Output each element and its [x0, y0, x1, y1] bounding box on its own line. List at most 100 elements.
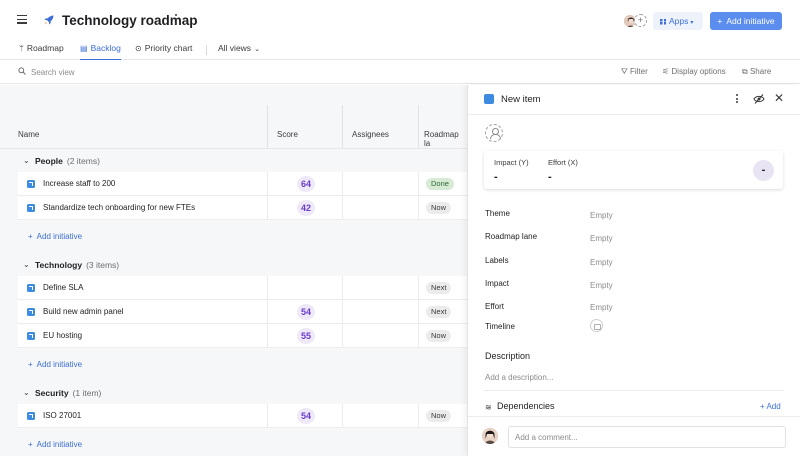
hamburger-menu-icon[interactable] [17, 15, 27, 24]
chevron-down-icon: ⌄ [254, 46, 260, 53]
group-header-people[interactable]: People (2 items) [35, 156, 100, 166]
field-value-labels[interactable]: Empty [590, 258, 613, 267]
tab-backlog[interactable]: ▤ Backlog [80, 43, 121, 60]
rocket-icon [44, 15, 54, 25]
roadmap-lane-badge[interactable]: Now [426, 202, 452, 214]
field-value-effort[interactable]: Empty [590, 303, 613, 312]
tab-priority-chart[interactable]: ⊙ Priority chart [135, 43, 193, 53]
row-name: Define SLA [43, 283, 84, 292]
dependencies-icon: ≋ [485, 403, 492, 412]
dependencies-heading: Dependencies [497, 401, 555, 411]
field-value-impact[interactable]: Empty [590, 281, 613, 290]
column-header-name[interactable]: Name [18, 130, 40, 139]
apps-button[interactable]: Apps ▾ [653, 12, 703, 30]
item-detail-panel: New item ✕ Impact (Y) - Effort (X) - - T… [467, 85, 800, 456]
more-options-icon[interactable] [175, 14, 179, 27]
panel-title[interactable]: New item [501, 94, 541, 105]
top-bar: Technology roadmap + Apps ▾ + Add initiati… [0, 0, 800, 42]
impact-value[interactable]: - [494, 171, 498, 183]
table-row[interactable]: EU hosting 55 Now [18, 324, 467, 348]
grid-header: Name Score Assignees Roadmap la [0, 85, 467, 149]
row-name: Build new admin panel [43, 307, 124, 316]
sliders-icon: ⚟ [662, 67, 670, 76]
row-name: Standardize tech onboarding for new FTEs [43, 203, 196, 212]
add-initiative-link[interactable]: + Add initiative [28, 232, 83, 241]
group-header-security[interactable]: Security (1 item) [35, 388, 102, 398]
roadmap-lane-badge[interactable]: Next [426, 282, 452, 294]
effort-value[interactable]: - [548, 171, 552, 183]
roadmap-lane-badge[interactable]: Now [426, 410, 452, 422]
divider [484, 390, 784, 391]
initiative-icon [27, 180, 35, 188]
add-initiative-link[interactable]: + Add initiative [28, 440, 83, 449]
calendar-icon[interactable] [590, 319, 603, 332]
chevron-down-icon[interactable]: ⌄ [23, 156, 30, 165]
table-row[interactable]: ISO 27001 54 Now [18, 404, 467, 428]
page-title: Technology roadmap [62, 13, 198, 28]
priority-chart-icon: ⊙ [135, 44, 142, 53]
row-name: Increase staff to 200 [43, 179, 116, 188]
more-options-icon[interactable] [736, 94, 740, 105]
add-member-icon[interactable]: + [634, 14, 647, 27]
chevron-down-icon[interactable]: ⌄ [23, 388, 30, 397]
initiative-icon [27, 204, 35, 212]
effort-label: Effort (X) [548, 158, 578, 167]
display-options-button[interactable]: ⚟ Display options [662, 67, 726, 76]
score-badge: 64 [297, 176, 315, 192]
initiative-icon [484, 94, 494, 104]
tab-divider [206, 45, 207, 55]
table-row[interactable]: Increase staff to 200 64 Done [18, 172, 467, 196]
field-label-labels: Labels [485, 256, 509, 265]
filter-icon: ⛛ [621, 67, 628, 76]
close-icon[interactable]: ✕ [774, 91, 785, 105]
field-label-effort: Effort [485, 302, 504, 311]
add-dependency-button[interactable]: + Add [760, 402, 781, 411]
table-row[interactable]: Build new admin panel 54 Next [18, 300, 467, 324]
comment-bar [468, 416, 800, 456]
field-label-timeline: Timeline [485, 322, 515, 331]
roadmap-lane-badge[interactable]: Done [426, 178, 454, 190]
description-heading: Description [485, 351, 531, 361]
field-value-roadmap-lane[interactable]: Empty [590, 234, 613, 243]
table-row[interactable]: Define SLA Next [18, 276, 467, 300]
field-label-impact: Impact [485, 279, 510, 288]
comment-input[interactable] [508, 426, 786, 448]
column-header-roadmap-lane[interactable]: Roadmap la [424, 130, 459, 148]
avatar[interactable] [623, 14, 637, 28]
share-icon: ⧉ [742, 67, 748, 76]
backlog-grid: Name Score Assignees Roadmap la ⌄ People… [0, 85, 467, 456]
column-header-score[interactable]: Score [277, 130, 298, 139]
roadmap-lane-badge[interactable]: Now [426, 330, 452, 342]
avatar [482, 428, 498, 444]
group-header-technology[interactable]: Technology (3 items) [35, 260, 120, 270]
search-input[interactable] [31, 65, 151, 79]
description-input[interactable]: Add a description... [485, 373, 554, 382]
table-row[interactable]: Standardize tech onboarding for new FTEs… [18, 196, 467, 220]
score-badge: 55 [297, 328, 315, 344]
impact-label: Impact (Y) [494, 158, 529, 167]
eye-off-icon[interactable] [753, 93, 765, 105]
view-toolbar: ⛛ Filter ⚟ Display options ⧉ Share [0, 61, 800, 84]
tab-roadmap[interactable]: ᛘ Roadmap [19, 43, 64, 53]
row-name: EU hosting [43, 331, 83, 340]
initiative-icon [27, 308, 35, 316]
score-result-badge: - [753, 160, 774, 181]
field-value-theme[interactable]: Empty [590, 211, 613, 220]
score-badge: 54 [297, 408, 315, 424]
score-badge: 42 [297, 200, 315, 216]
view-tabs: ᛘ Roadmap ▤ Backlog ⊙ Priority chart All vi… [0, 40, 800, 60]
initiative-icon [27, 412, 35, 420]
backlog-icon: ▤ [80, 44, 88, 53]
roadmap-icon: ᛘ [19, 44, 24, 53]
roadmap-lane-badge[interactable]: Next [426, 306, 452, 318]
share-button[interactable]: ⧉ Share [742, 67, 772, 76]
add-initiative-button[interactable]: + Add initiative [710, 12, 782, 30]
column-header-assignees[interactable]: Assignees [352, 130, 389, 139]
initiative-icon [27, 332, 35, 340]
chevron-down-icon[interactable]: ⌄ [23, 260, 30, 269]
add-initiative-link[interactable]: + Add initiative [28, 360, 83, 369]
assign-owner-icon[interactable] [485, 124, 503, 142]
initiative-icon [27, 284, 35, 292]
tab-all-views[interactable]: All views ⌄ [218, 43, 260, 53]
filter-button[interactable]: ⛛ Filter [621, 67, 648, 76]
